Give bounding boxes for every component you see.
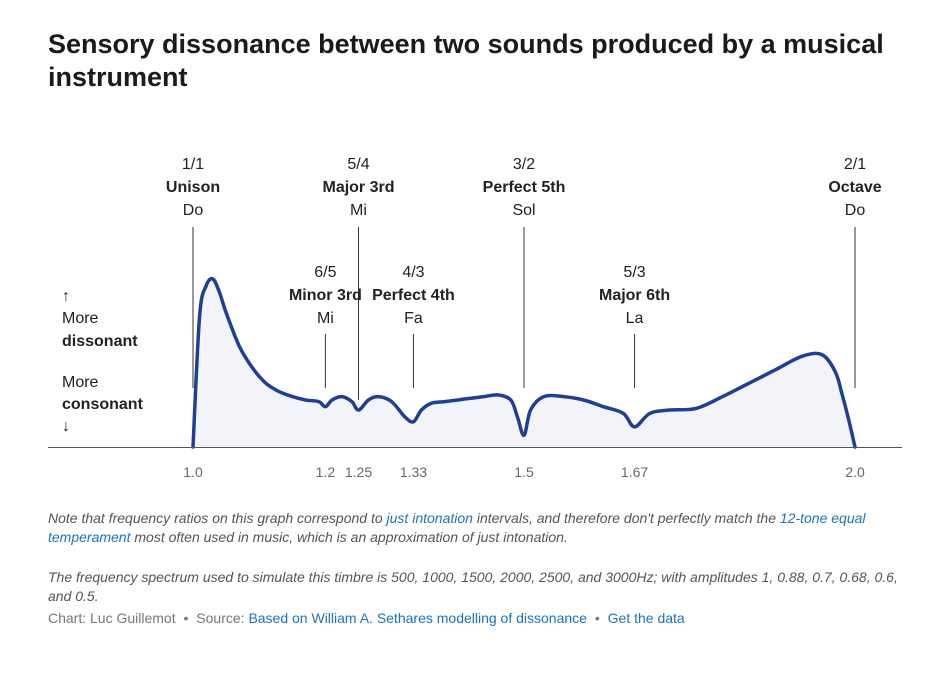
- interval-ratio: 3/2: [513, 156, 535, 173]
- interval-ratio: 6/5: [314, 264, 336, 281]
- interval-name: Octave: [828, 179, 881, 196]
- interval-note: Sol: [512, 202, 535, 219]
- y-label-dissonant: dissonant: [62, 333, 138, 350]
- interval-note: Do: [845, 202, 866, 219]
- interval-note: Fa: [404, 310, 423, 327]
- x-tick-label: 2.0: [845, 464, 865, 480]
- interval-note: Mi: [350, 202, 367, 219]
- interval-note: Do: [183, 202, 204, 219]
- equal-temperament-link[interactable]: 12-tone equal temperament: [48, 510, 866, 545]
- chart-credit: Chart: Luc Guillemot: [48, 610, 176, 626]
- source-link[interactable]: Based on William A. Sethares modelling o…: [248, 610, 587, 626]
- interval-name: Major 6th: [599, 287, 670, 304]
- separator: •: [594, 610, 600, 626]
- chart-footer: Chart: Luc Guillemot • Source: Based on …: [48, 610, 685, 626]
- x-tick-label: 1.2: [316, 464, 336, 480]
- note-text: Note that frequency ratios on this graph…: [48, 510, 387, 526]
- y-arrow-down: ↓: [62, 418, 70, 435]
- interval-ratio: 4/3: [402, 264, 424, 281]
- interval-labels: 1/1 Unison Do 6/5 Minor 3rd Mi 5/4 Major 3rd Mi 4…: [166, 156, 882, 327]
- note-just-intonation: Note that frequency ratios on this graph…: [48, 509, 908, 547]
- x-tick-label: 1.67: [621, 464, 648, 480]
- chart-svg: 1.0 1.2 1.25 1.33 1.5 1.67 2.0 1/1 Unison Do 6/5 M…: [48, 156, 902, 480]
- just-intonation-link[interactable]: just intonation: [386, 510, 473, 526]
- x-tick-labels: 1.0 1.2 1.25 1.33 1.5 1.67 2.0: [183, 464, 865, 480]
- interval-name: Perfect 4th: [372, 287, 455, 304]
- interval-note: Mi: [317, 310, 334, 327]
- interval-note: La: [626, 310, 644, 327]
- interval-name: Unison: [166, 179, 220, 196]
- interval-name: Major 3rd: [322, 179, 394, 196]
- x-tick-label: 1.33: [400, 464, 427, 480]
- interval-markers: [192, 227, 856, 400]
- x-tick-label: 1.25: [345, 464, 372, 480]
- y-arrow-up: ↑: [62, 288, 70, 305]
- interval-ratio: 2/1: [844, 156, 866, 173]
- note-text: most often used in music, which is an ap…: [130, 529, 568, 545]
- dissonance-area: [193, 278, 855, 447]
- y-labels: ↑ More dissonant More consonant ↓: [62, 288, 144, 435]
- interval-name: Perfect 5th: [483, 179, 566, 196]
- note-text: intervals, and therefore don't perfectly…: [472, 510, 780, 526]
- get-data-link[interactable]: Get the data: [607, 610, 685, 626]
- interval-ratio: 1/1: [182, 156, 204, 173]
- y-label-consonant: consonant: [62, 396, 144, 413]
- separator: •: [183, 610, 189, 626]
- x-tick-label: 1.5: [514, 464, 534, 480]
- interval-ratio: 5/3: [623, 264, 645, 281]
- dissonance-curve: [191, 276, 857, 449]
- interval-name: Minor 3rd: [289, 287, 362, 304]
- note-frequency-spectrum: The frequency spectrum used to simulate …: [48, 569, 898, 604]
- y-label-more: More: [62, 374, 99, 391]
- y-label-more: More: [62, 310, 99, 327]
- interval-ratio: 5/4: [347, 156, 369, 173]
- source-label: Source:: [196, 610, 245, 626]
- chart-title: Sensory dissonance between two sounds pr…: [48, 29, 884, 92]
- x-tick-label: 1.0: [183, 464, 203, 480]
